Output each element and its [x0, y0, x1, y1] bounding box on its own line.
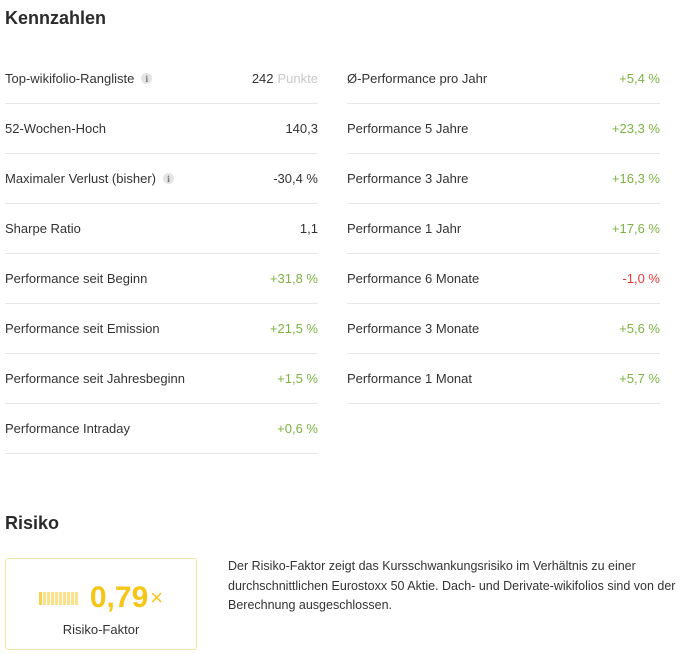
kennzahlen-heading: Kennzahlen: [5, 8, 107, 28]
kennzahl-row: Ø-Performance pro Jahr +5,4 %: [347, 54, 660, 104]
multiply-icon: ×: [150, 585, 164, 610]
kennzahl-row: Performance seit Emission +21,5 %: [5, 304, 318, 354]
kennzahl-label: Performance 1 Monat: [347, 371, 472, 386]
risk-level-bar: [54, 591, 58, 605]
kennzahl-label: Performance 5 Jahre: [347, 121, 468, 136]
kennzahl-label-text: Performance 5 Jahre: [347, 121, 469, 136]
kennzahl-row: Maximaler Verlust (bisher) i -30,4 %: [5, 154, 318, 204]
kennzahl-value-text: +23,3 %: [611, 121, 660, 136]
kennzahl-label-text: Performance seit Beginn: [5, 271, 148, 286]
kennzahl-value: +16,3 %: [612, 171, 660, 186]
kennzahl-label-text: Performance 3 Monate: [347, 321, 480, 336]
kennzahl-label-text: Performance seit Emission: [5, 321, 160, 336]
kennzahl-label: Sharpe Ratio: [5, 221, 81, 236]
kennzahl-label: Ø-Performance pro Jahr: [347, 71, 487, 86]
kennzahlen-right-column: Ø-Performance pro Jahr +5,4 % Performance …: [347, 54, 660, 404]
kennzahl-label: Performance seit Jahresbeginn: [5, 371, 185, 386]
risk-factor-card: 0,79 × Risiko-Faktor: [5, 558, 197, 650]
risk-factor-value-line: 0,79 ×: [6, 581, 196, 615]
kennzahl-row: 52-Wochen-Hoch 140,3: [5, 104, 318, 154]
kennzahl-label: Performance seit Beginn: [5, 271, 147, 286]
kennzahl-label: 52-Wochen-Hoch: [5, 121, 106, 136]
kennzahl-value: +1,5 %: [277, 371, 318, 386]
risk-description: Der Risiko-Faktor zeigt das Kursschwanku…: [228, 559, 676, 612]
kennzahl-value: +0,6 %: [277, 421, 318, 436]
kennzahl-label: Performance 6 Monate: [347, 271, 479, 286]
kennzahl-value: -30,4 %: [273, 171, 318, 186]
risk-level-bar: [38, 591, 42, 605]
kennzahl-row: Sharpe Ratio 1,1: [5, 204, 318, 254]
kennzahl-value: 140,3: [285, 121, 318, 136]
info-icon[interactable]: i: [141, 73, 153, 84]
kennzahl-value: +5,7 %: [619, 371, 660, 386]
kennzahl-value-text: +1,5 %: [277, 371, 318, 386]
kennzahl-value-text: 140,3: [285, 121, 318, 136]
kennzahl-label-text: Performance 1 Jahr: [347, 221, 462, 236]
kennzahl-label-text: Performance 6 Monate: [347, 271, 480, 286]
info-icon[interactable]: i: [163, 173, 174, 184]
kennzahl-label-text: Sharpe Ratio: [5, 221, 81, 236]
kennzahl-value: +21,5 %: [270, 321, 318, 336]
kennzahl-label-text: Performance 3 Jahre: [347, 171, 469, 186]
kennzahl-value-text: 242: [251, 71, 274, 86]
risiko-heading: Risiko: [5, 513, 60, 533]
kennzahl-row: Performance seit Beginn +31,8 %: [5, 254, 318, 304]
risk-level-bar: [62, 591, 66, 605]
kennzahl-label-text: Maximaler Verlust (bisher): [5, 171, 156, 186]
kennzahl-value-text: -1,0 %: [622, 271, 660, 286]
risk-factor-value: 0,79: [89, 581, 149, 614]
kennzahl-value-text: +17,6 %: [611, 221, 660, 236]
kennzahl-label-text: Performance Intraday: [5, 421, 131, 436]
kennzahl-row: Performance Intraday +0,6 %: [5, 404, 318, 454]
kennzahl-value-text: -30,4 %: [273, 171, 318, 186]
kennzahl-label: Performance 1 Jahr: [347, 221, 461, 236]
kennzahl-label-text: Top-wikifolio-Rangliste: [5, 71, 135, 86]
risk-level-bar: [74, 591, 78, 605]
kennzahl-row: Performance 3 Jahre +16,3 %: [347, 154, 660, 204]
kennzahl-unit: Punkte: [277, 71, 318, 86]
kennzahl-row: Performance 5 Jahre +23,3 %: [347, 104, 660, 154]
kennzahl-row: Top-wikifolio-Rangliste i 242 Punkte: [5, 54, 318, 104]
risk-level-bar: [70, 591, 74, 605]
kennzahl-value-text: +16,3 %: [611, 171, 660, 186]
risk-level-bar: [50, 591, 54, 605]
kennzahl-label-text: 52-Wochen-Hoch: [5, 121, 106, 136]
risk-level-bar: [46, 591, 50, 605]
kennzahl-label: Top-wikifolio-Rangliste i: [5, 71, 153, 86]
kennzahl-value: +31,8 %: [270, 271, 318, 286]
kennzahl-value: -1,0 %: [622, 271, 660, 286]
kennzahl-row: Performance seit Jahresbeginn +1,5 %: [5, 354, 318, 404]
kennzahl-label-text: Performance seit Jahresbeginn: [5, 371, 185, 386]
risk-level-bar: [66, 591, 70, 605]
kennzahl-value: +5,6 %: [619, 321, 660, 336]
kennzahl-value-text: +0,6 %: [277, 421, 318, 436]
kennzahl-value: +17,6 %: [612, 221, 660, 236]
kennzahl-row: Performance 3 Monate +5,6 %: [347, 304, 660, 354]
kennzahl-label: Maximaler Verlust (bisher) i: [5, 171, 174, 186]
risk-level-bar: [42, 591, 46, 605]
kennzahl-value-text: +5,4 %: [619, 71, 660, 86]
risk-level-bar: [58, 591, 62, 605]
kennzahl-value: +23,3 %: [612, 121, 660, 136]
kennzahl-value-text: +5,6 %: [619, 321, 660, 336]
kennzahl-row: Performance 1 Jahr +17,6 %: [347, 204, 660, 254]
kennzahl-label-text: Ø-Performance pro Jahr: [347, 71, 488, 86]
risk-level-bars: [38, 591, 78, 605]
risk-factor-label: Risiko-Faktor: [62, 622, 140, 637]
kennzahl-row: Performance 1 Monat +5,7 %: [347, 354, 660, 404]
kennzahlen-left-column: Top-wikifolio-Rangliste i 242 Punkte 52-Woch…: [5, 54, 318, 454]
kennzahl-row: Performance 6 Monate -1,0 %: [347, 254, 660, 304]
kennzahl-value-text: 1,1: [299, 221, 318, 236]
kennzahl-label: Performance Intraday: [5, 421, 130, 436]
kennzahl-value-text: +21,5 %: [269, 321, 318, 336]
kennzahl-value: 1,1: [300, 221, 318, 236]
kennzahl-label: Performance seit Emission: [5, 321, 160, 336]
kennzahl-value-text: +5,7 %: [619, 371, 660, 386]
kennzahl-value: 242 Punkte: [252, 71, 318, 86]
kennzahl-label-text: Performance 1 Monat: [347, 371, 473, 386]
kennzahl-value-text: +31,8 %: [269, 271, 318, 286]
kennzahl-label: Performance 3 Jahre: [347, 171, 468, 186]
kennzahl-value: +5,4 %: [619, 71, 660, 86]
kennzahl-label: Performance 3 Monate: [347, 321, 479, 336]
